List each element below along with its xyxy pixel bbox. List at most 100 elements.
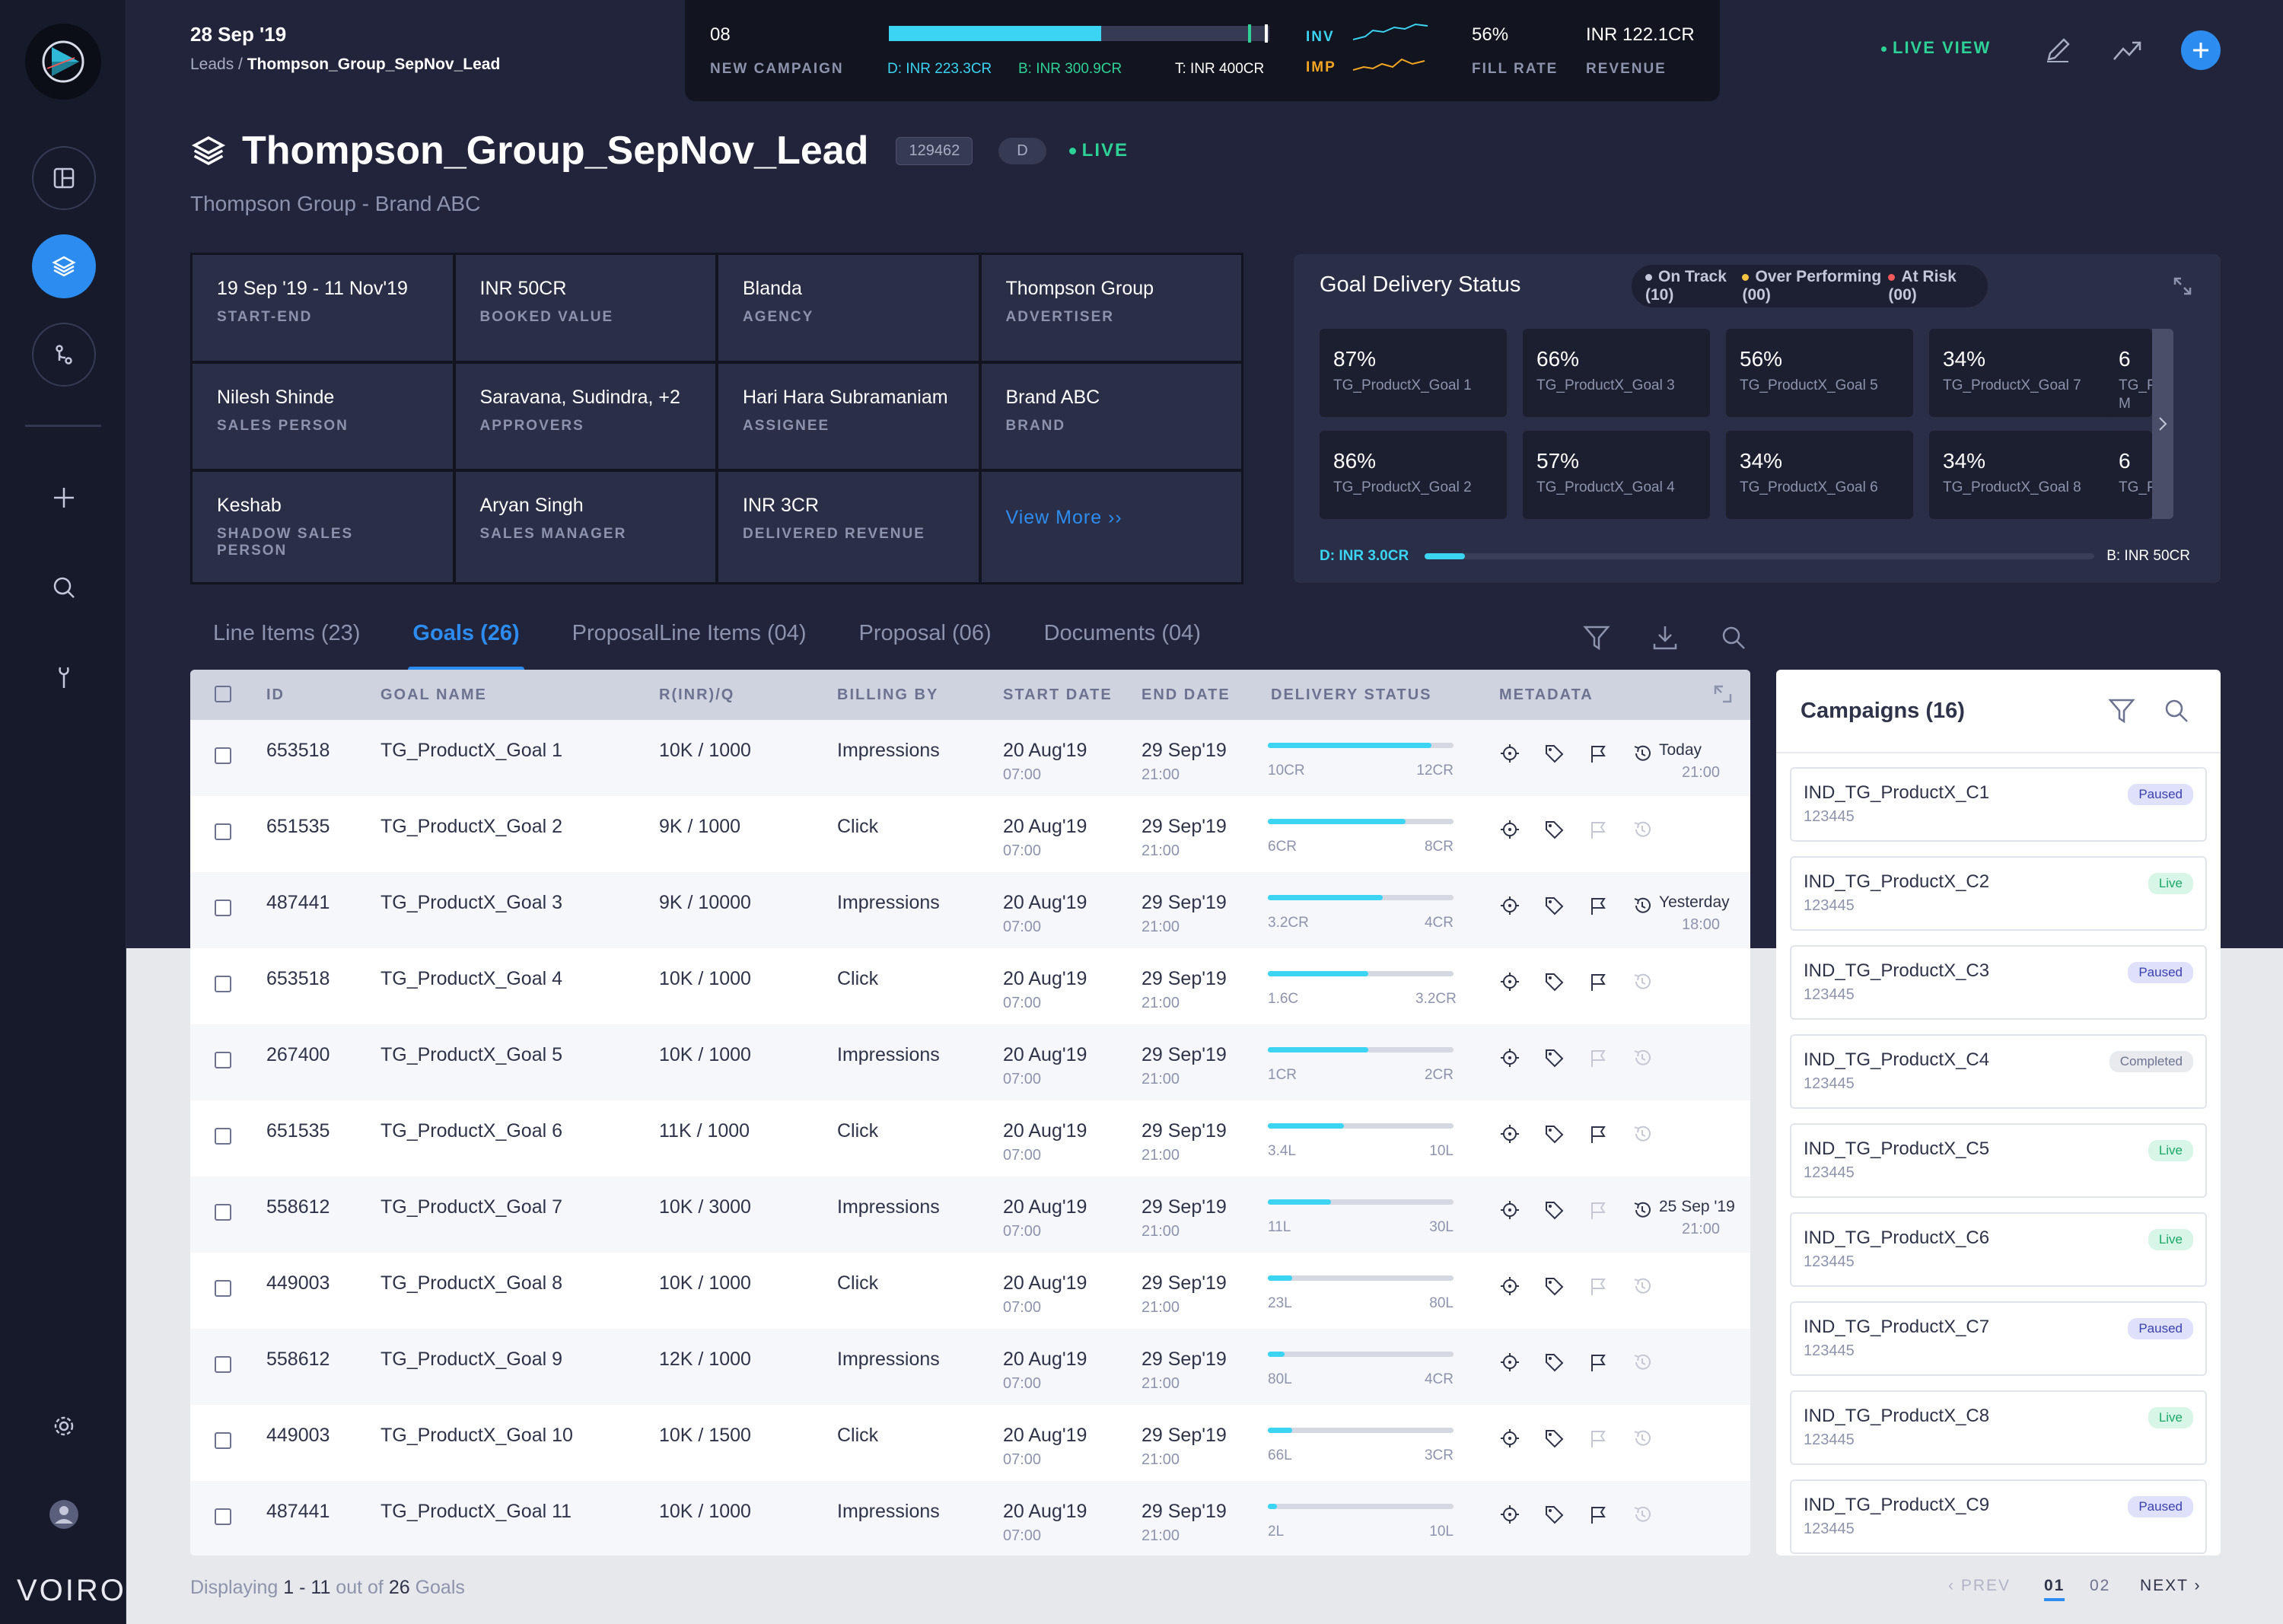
history-button[interactable] [1632, 1352, 1654, 1374]
goal-name[interactable]: TG_ProductX_Goal 2 [380, 816, 563, 837]
history-button[interactable] [1632, 743, 1654, 766]
goal-name[interactable]: TG_ProductX_Goal 10 [380, 1425, 573, 1446]
target-button[interactable] [1499, 1199, 1522, 1222]
column-header[interactable]: R(INR)/Q [659, 686, 735, 703]
target-button[interactable] [1499, 819, 1522, 842]
goal-name[interactable]: TG_ProductX_Goal 11 [380, 1501, 572, 1522]
campaign-card[interactable]: IND_TG_ProductX_C5 123445 Live [1790, 1123, 2207, 1198]
campaign-card[interactable]: IND_TG_ProductX_C8 123445 Live [1790, 1390, 2207, 1465]
column-header[interactable]: START DATE [1003, 686, 1113, 703]
history-button[interactable] [1632, 1199, 1654, 1222]
tag-button[interactable] [1543, 819, 1566, 842]
campaign-card[interactable]: IND_TG_ProductX_C4 123445 Completed [1790, 1034, 2207, 1109]
next-page-button[interactable]: NEXT › [2140, 1577, 2201, 1595]
tab-0[interactable]: Line Items (23) [213, 621, 361, 645]
history-button[interactable] [1632, 1047, 1654, 1070]
target-button[interactable] [1499, 1275, 1522, 1298]
flag-button[interactable] [1587, 1275, 1610, 1298]
page-1-button[interactable]: 01 [2044, 1577, 2065, 1601]
target-button[interactable] [1499, 1428, 1522, 1450]
tab-2[interactable]: ProposalLine Items (04) [572, 621, 807, 645]
flag-button[interactable] [1587, 971, 1610, 994]
campaign-card[interactable]: IND_TG_ProductX_C9 123445 Paused [1790, 1479, 2207, 1554]
view-more-link[interactable]: View More ›› [1005, 507, 1122, 528]
goal-name[interactable]: TG_ProductX_Goal 3 [380, 892, 563, 913]
table-row[interactable]: 487441 TG_ProductX_Goal 11 10K / 1000 Impre… [190, 1481, 1750, 1556]
flag-button[interactable] [1587, 1047, 1610, 1070]
tab-1[interactable]: Goals (26) [408, 621, 524, 672]
tag-button[interactable] [1543, 1428, 1566, 1450]
search-icon[interactable] [1720, 624, 1747, 651]
sidebar-search-button[interactable] [44, 568, 84, 607]
target-button[interactable] [1499, 1504, 1522, 1527]
tag-button[interactable] [1543, 1275, 1566, 1298]
column-header[interactable]: BILLING BY [837, 686, 939, 703]
table-row[interactable]: 449003 TG_ProductX_Goal 8 10K / 1000 Click 2… [190, 1253, 1750, 1329]
campaign-card[interactable]: IND_TG_ProductX_C6 123445 Live [1790, 1212, 2207, 1287]
tag-button[interactable] [1543, 1352, 1566, 1374]
sidebar-workflow-button[interactable] [32, 323, 96, 387]
history-button[interactable] [1632, 971, 1654, 994]
sidebar-settings-button[interactable] [44, 1406, 84, 1446]
flag-button[interactable] [1587, 895, 1610, 918]
tag-button[interactable] [1543, 1199, 1566, 1222]
filter-icon[interactable] [1583, 624, 1610, 651]
flag-button[interactable] [1587, 1352, 1610, 1374]
legend-item[interactable]: On Track (10) [1645, 268, 1742, 304]
filter-icon[interactable] [2108, 697, 2135, 724]
prev-page-button[interactable]: ‹ PREV [1948, 1577, 2011, 1595]
target-button[interactable] [1499, 971, 1522, 994]
row-checkbox[interactable] [215, 976, 231, 992]
breadcrumb-leads-link[interactable]: Leads [190, 56, 234, 73]
sidebar-dashboard-button[interactable] [32, 146, 96, 210]
goal-tile[interactable]: 66% TG_ProductX_Goal 3 [1523, 329, 1710, 417]
expand-table-button[interactable] [1712, 683, 1734, 705]
row-checkbox[interactable] [215, 747, 231, 764]
goal-name[interactable]: TG_ProductX_Goal 6 [380, 1120, 563, 1142]
sidebar-tools-button[interactable] [44, 658, 84, 697]
table-row[interactable]: 449003 TG_ProductX_Goal 10 10K / 1500 Click… [190, 1405, 1750, 1481]
goal-tile[interactable]: 34% TG_ProductX_Goal 6 [1726, 431, 1913, 519]
row-checkbox[interactable] [215, 1356, 231, 1373]
page-2-button[interactable]: 02 [2090, 1577, 2111, 1594]
flag-button[interactable] [1587, 819, 1610, 842]
column-header[interactable]: END DATE [1142, 686, 1231, 703]
sidebar-add-button[interactable] [44, 478, 84, 517]
goal-name[interactable]: TG_ProductX_Goal 5 [380, 1044, 563, 1065]
row-checkbox[interactable] [215, 1432, 231, 1449]
goal-tile[interactable]: 86% TG_ProductX_Goal 2 [1320, 431, 1507, 519]
tag-button[interactable] [1543, 743, 1566, 766]
row-checkbox[interactable] [215, 900, 231, 916]
flag-button[interactable] [1587, 1199, 1610, 1222]
search-icon[interactable] [2163, 697, 2190, 724]
target-button[interactable] [1499, 895, 1522, 918]
history-button[interactable] [1632, 819, 1654, 842]
flag-button[interactable] [1587, 1123, 1610, 1146]
live-view-toggle[interactable]: LIVE VIEW [1881, 38, 1991, 58]
target-button[interactable] [1499, 1352, 1522, 1374]
table-row[interactable]: 487441 TG_ProductX_Goal 3 9K / 10000 Impres… [190, 872, 1750, 948]
tag-button[interactable] [1543, 1504, 1566, 1527]
goal-tile[interactable]: 34% TG_ProductX_Goal 8 [1929, 431, 2116, 519]
select-all-checkbox[interactable] [215, 686, 231, 702]
goal-tile[interactable]: 34% TG_ProductX_Goal 7 [1929, 329, 2116, 417]
edit-icon[interactable] [2044, 37, 2071, 64]
flag-button[interactable] [1587, 1428, 1610, 1450]
app-logo[interactable] [25, 24, 101, 100]
table-row[interactable]: 653518 TG_ProductX_Goal 1 10K / 1000 Impres… [190, 720, 1750, 796]
table-row[interactable]: 653518 TG_ProductX_Goal 4 10K / 1000 Click 2… [190, 948, 1750, 1024]
goal-tile[interactable]: 57% TG_ProductX_Goal 4 [1523, 431, 1710, 519]
history-button[interactable] [1632, 1504, 1654, 1527]
table-row[interactable]: 558612 TG_ProductX_Goal 7 10K / 3000 Impres… [190, 1177, 1750, 1253]
goal-name[interactable]: TG_ProductX_Goal 7 [380, 1196, 563, 1218]
goal-name[interactable]: TG_ProductX_Goal 8 [380, 1272, 563, 1294]
goal-tile-peek[interactable]: 6 TG_ProductX_Goal 9 M [2108, 329, 2152, 417]
table-row[interactable]: 558612 TG_ProductX_Goal 9 12K / 1000 Impres… [190, 1329, 1750, 1405]
row-checkbox[interactable] [215, 1128, 231, 1145]
expand-icon[interactable] [2172, 275, 2193, 297]
flag-button[interactable] [1587, 743, 1610, 766]
goal-name[interactable]: TG_ProductX_Goal 9 [380, 1349, 563, 1370]
column-header[interactable]: DELIVERY STATUS [1271, 686, 1432, 703]
flag-button[interactable] [1587, 1504, 1610, 1527]
goal-tile[interactable]: 56% TG_ProductX_Goal 5 [1726, 329, 1913, 417]
